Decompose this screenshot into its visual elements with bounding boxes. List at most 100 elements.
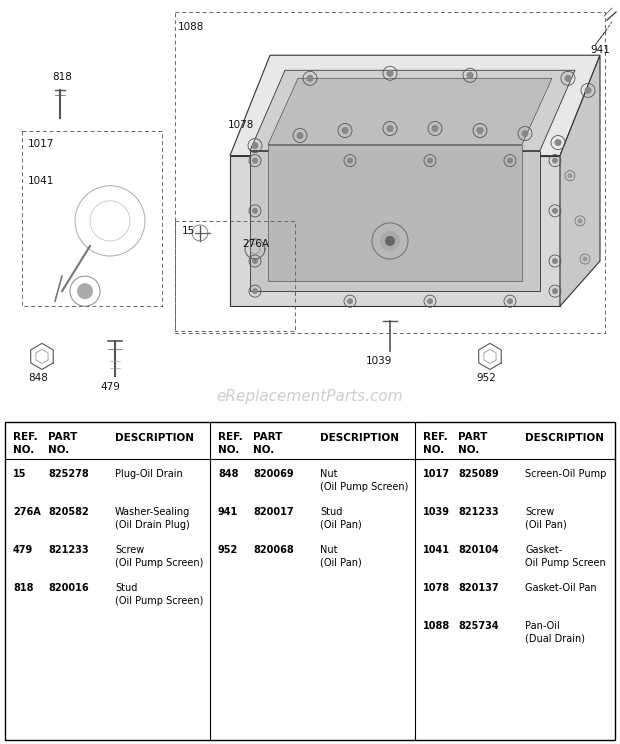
Text: 15: 15 <box>13 469 27 478</box>
Text: 1017: 1017 <box>423 469 450 478</box>
Circle shape <box>466 71 474 79</box>
Polygon shape <box>268 144 522 281</box>
Text: (Oil Pan): (Oil Pan) <box>525 520 567 530</box>
Text: 952: 952 <box>476 373 496 383</box>
Text: 1041: 1041 <box>28 176 55 186</box>
Text: 821233: 821233 <box>48 545 89 555</box>
Text: Screen-Oil Pump: Screen-Oil Pump <box>525 469 606 478</box>
Text: Stud: Stud <box>115 583 138 593</box>
Text: 825734: 825734 <box>458 620 498 631</box>
Text: Screw: Screw <box>115 545 144 555</box>
Text: (Oil Pan): (Oil Pan) <box>320 520 361 530</box>
Polygon shape <box>230 55 600 155</box>
Text: 848: 848 <box>218 469 239 478</box>
Circle shape <box>347 298 353 304</box>
Circle shape <box>252 288 258 294</box>
Text: 818: 818 <box>13 583 33 593</box>
Text: (Oil Pan): (Oil Pan) <box>320 558 361 568</box>
Text: REF.: REF. <box>218 432 243 442</box>
Text: 1017: 1017 <box>28 138 55 149</box>
Text: 821233: 821233 <box>458 507 498 517</box>
Circle shape <box>252 142 259 149</box>
Circle shape <box>477 127 484 134</box>
Circle shape <box>252 208 258 214</box>
Text: DESCRIPTION: DESCRIPTION <box>320 433 399 443</box>
Circle shape <box>567 173 572 179</box>
Text: 825089: 825089 <box>458 469 498 478</box>
Circle shape <box>577 218 583 223</box>
Text: Gasket-Oil Pan: Gasket-Oil Pan <box>525 583 596 593</box>
Text: eReplacementParts.com: eReplacementParts.com <box>216 389 404 404</box>
Text: NO.: NO. <box>423 445 445 455</box>
Circle shape <box>77 283 93 299</box>
Text: (Oil Pump Screen): (Oil Pump Screen) <box>115 596 203 606</box>
Text: DESCRIPTION: DESCRIPTION <box>115 433 194 443</box>
Text: Screw: Screw <box>525 507 554 517</box>
Circle shape <box>386 70 394 77</box>
Polygon shape <box>560 55 600 307</box>
Text: NO.: NO. <box>458 445 479 455</box>
Text: 1078: 1078 <box>423 583 450 593</box>
Circle shape <box>554 139 562 146</box>
Text: REF.: REF. <box>13 432 38 442</box>
Text: NO.: NO. <box>48 445 69 455</box>
Text: 820137: 820137 <box>458 583 498 593</box>
Text: 820069: 820069 <box>253 469 294 478</box>
Circle shape <box>427 158 433 164</box>
Text: 825278: 825278 <box>48 469 89 478</box>
Circle shape <box>296 132 304 139</box>
Text: Pan-Oil: Pan-Oil <box>525 620 560 631</box>
Text: 1078: 1078 <box>228 121 254 130</box>
Circle shape <box>342 127 348 134</box>
Circle shape <box>507 158 513 164</box>
Text: 820104: 820104 <box>458 545 498 555</box>
Text: 941: 941 <box>590 45 610 55</box>
Circle shape <box>252 258 258 264</box>
Text: Oil Pump Screen: Oil Pump Screen <box>525 558 606 568</box>
Text: Plug-Oil Drain: Plug-Oil Drain <box>115 469 183 478</box>
Text: Nut: Nut <box>320 469 337 478</box>
Text: Stud: Stud <box>320 507 342 517</box>
Text: 818: 818 <box>52 72 72 83</box>
Circle shape <box>306 75 314 82</box>
Circle shape <box>252 158 258 164</box>
Text: REF.: REF. <box>423 432 448 442</box>
Text: (Oil Pump Screen): (Oil Pump Screen) <box>320 481 409 492</box>
Text: 820582: 820582 <box>48 507 89 517</box>
Text: (Oil Drain Plug): (Oil Drain Plug) <box>115 520 190 530</box>
Text: 820017: 820017 <box>253 507 294 517</box>
Text: NO.: NO. <box>13 445 34 455</box>
Text: 848: 848 <box>28 373 48 383</box>
Circle shape <box>432 125 438 132</box>
Circle shape <box>521 130 528 137</box>
Text: PART: PART <box>48 432 78 442</box>
Text: 1088: 1088 <box>423 620 450 631</box>
Polygon shape <box>230 155 560 307</box>
Text: PART: PART <box>458 432 487 442</box>
Text: PART: PART <box>253 432 282 442</box>
Text: 276A: 276A <box>242 239 269 249</box>
Text: Washer-Sealing: Washer-Sealing <box>115 507 190 517</box>
Text: 1039: 1039 <box>366 356 392 366</box>
Polygon shape <box>250 70 575 150</box>
Text: 479: 479 <box>13 545 33 555</box>
Circle shape <box>385 236 395 246</box>
Text: 820016: 820016 <box>48 583 89 593</box>
Circle shape <box>564 75 572 82</box>
Polygon shape <box>250 150 540 291</box>
Circle shape <box>552 258 558 264</box>
Text: 952: 952 <box>218 545 238 555</box>
Circle shape <box>347 158 353 164</box>
Circle shape <box>552 158 558 164</box>
Text: 479: 479 <box>100 382 120 391</box>
Text: DESCRIPTION: DESCRIPTION <box>525 433 604 443</box>
Text: 1088: 1088 <box>178 22 205 32</box>
Circle shape <box>552 288 558 294</box>
Text: 820068: 820068 <box>253 545 294 555</box>
Text: (Dual Drain): (Dual Drain) <box>525 634 585 644</box>
Text: Gasket-: Gasket- <box>525 545 562 555</box>
Circle shape <box>386 125 394 132</box>
Text: 941: 941 <box>218 507 238 517</box>
Text: 15: 15 <box>182 226 195 236</box>
Circle shape <box>552 208 558 214</box>
